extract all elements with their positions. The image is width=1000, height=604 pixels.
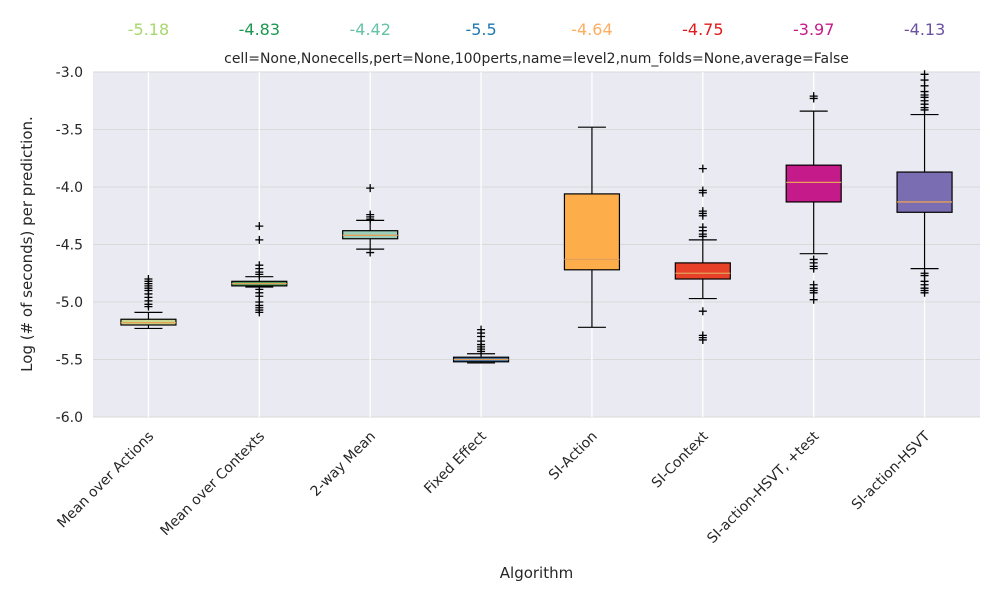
flier-point [366, 184, 375, 193]
y-tick-label: -3.5 [56, 123, 83, 139]
flier-point [255, 308, 264, 317]
y-tick-label: -4.5 [56, 238, 83, 254]
mean-label: -3.97 [793, 20, 834, 39]
boxes-layer [120, 70, 953, 364]
mean-label: -4.75 [682, 20, 723, 39]
flier-point [920, 288, 929, 297]
flier-point [920, 105, 929, 114]
flier-point [809, 295, 818, 304]
box-body [785, 164, 842, 203]
x-tick-label: 2-way Mean [308, 429, 379, 500]
flier-point [698, 164, 707, 173]
x-tick-label: SI-action-HSVT, +test [704, 428, 823, 547]
box-2 [231, 222, 288, 317]
box-3 [342, 184, 399, 257]
box-body [896, 171, 953, 213]
box-body [674, 262, 731, 280]
flier-point [698, 211, 707, 220]
flier-point [698, 307, 707, 316]
flier-point [255, 235, 264, 244]
flier-point [477, 347, 486, 356]
flier-point [698, 232, 707, 241]
flier-point [366, 248, 375, 257]
y-axis-label: Log (# of seconds) per prediction. [18, 116, 36, 372]
x-axis-label: Algorithm [500, 564, 573, 582]
box-6 [674, 164, 731, 344]
x-tick-label: SI-Action [546, 429, 601, 484]
flier-point [255, 222, 264, 231]
flier-point [255, 270, 264, 279]
box-4 [452, 325, 510, 364]
mean-label: -5.5 [465, 20, 496, 39]
x-tick-label: SI-Context [649, 428, 712, 491]
y-tick-label: -5.5 [56, 353, 83, 369]
flier-point [809, 94, 818, 103]
flier-point [144, 302, 153, 311]
mean-label: -4.83 [239, 20, 280, 39]
x-tick-label: Mean over Contexts [158, 429, 269, 540]
flier-point [698, 335, 707, 344]
flier-point [698, 188, 707, 197]
y-tick-label: -6.0 [56, 410, 83, 426]
box-1 [120, 275, 177, 330]
box-7 [785, 92, 842, 304]
x-tick-label: Mean over Actions [54, 429, 157, 532]
y-tick-label: -3.0 [56, 65, 83, 81]
flier-point [809, 288, 818, 297]
flier-point [366, 215, 375, 224]
mean-label: -4.13 [904, 20, 945, 39]
y-tick-label: -4.0 [56, 180, 83, 196]
flier-point [809, 264, 818, 273]
mean-label: -4.42 [349, 20, 390, 39]
mean-label: -5.18 [128, 20, 169, 39]
box-5 [563, 126, 621, 328]
box-8 [896, 70, 953, 297]
box-body [563, 193, 621, 271]
x-tick-label: SI-action-HSVT [849, 428, 934, 513]
x-tick-label: Fixed Effect [421, 428, 490, 497]
chart-title: cell=None,Nonecells,pert=None,100perts,n… [224, 51, 849, 67]
mean-label: -4.64 [571, 20, 612, 39]
y-tick-label: -5.0 [56, 295, 83, 311]
